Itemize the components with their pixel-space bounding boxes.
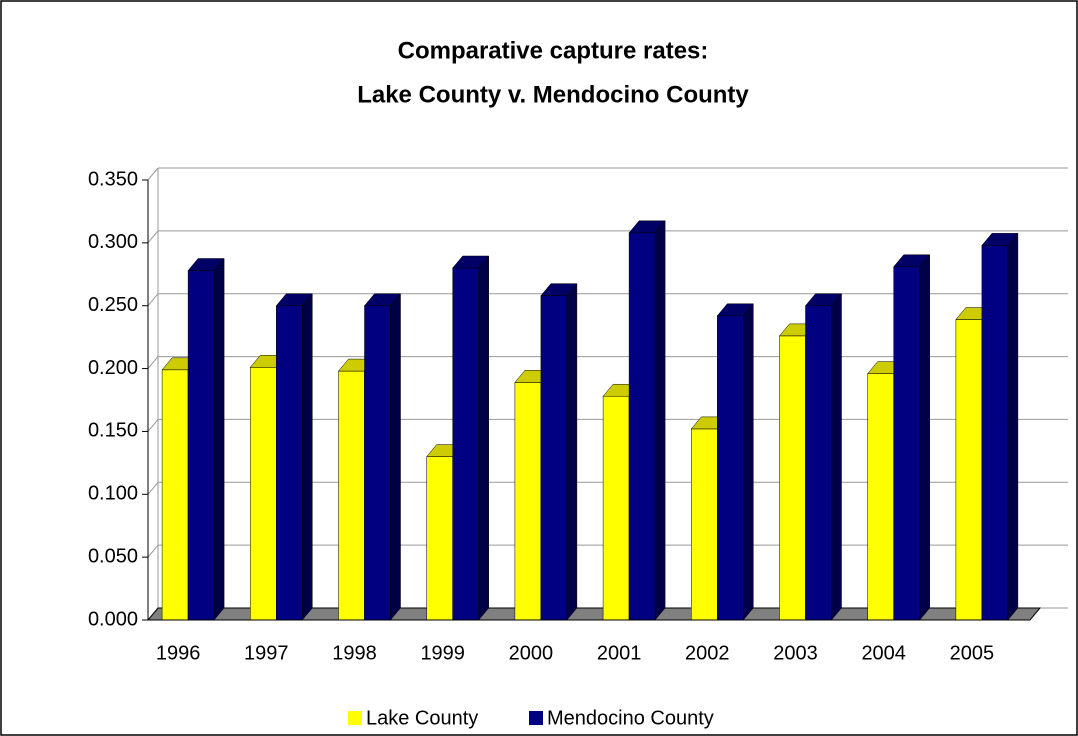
x-tick-label: 2002 [685,642,730,664]
bar [540,295,568,621]
bar [981,245,1009,621]
grid-line [147,419,159,432]
y-tick-label: 0.000 [88,608,138,630]
bar-side [478,255,489,621]
y-tick-label: 0.150 [88,420,138,442]
bar-side [302,293,313,621]
grid-line [147,544,159,558]
legend-label: Lake County [366,707,478,729]
bar-side [919,254,930,621]
y-tick-label: 0.100 [88,483,138,505]
x-tick-label: 1998 [332,642,377,664]
bar [514,382,542,621]
bar [955,319,983,621]
y-tick-label: 0.050 [88,545,138,567]
x-tick-label: 1999 [420,642,465,664]
grid-line [147,293,159,307]
bar [867,373,894,621]
bar [161,369,189,621]
bar [717,315,744,621]
bar [250,367,277,621]
bar [187,270,215,621]
x-tick-label: 2003 [773,642,818,664]
grid-line [147,481,159,495]
grid-line [147,356,159,369]
bar [602,395,630,621]
bar [779,335,806,621]
x-tick-label: 2000 [509,642,554,664]
legend-label: Mendocino County [547,707,714,729]
y-tick-label: 0.200 [88,357,138,379]
y-tick-label: 0.350 [88,168,138,190]
bar [805,305,832,621]
bar-side [566,282,578,621]
grid-line [147,230,159,244]
bar [452,267,479,621]
y-tick-label: 0.300 [88,231,138,253]
chart-title: Comparative capture rates: [398,37,709,64]
bar [364,305,391,621]
bar-side [654,220,666,621]
x-tick-label: 1996 [156,642,201,664]
bar-side [831,293,842,621]
x-tick-label: 2005 [950,642,995,664]
x-tick-label: 1997 [244,642,289,664]
bar [893,266,920,621]
chart-title: Lake County v. Mendocino County [357,81,749,108]
bar-side [743,303,754,621]
bar-side [1007,232,1019,621]
bar [691,428,718,621]
legend-swatch [529,711,543,725]
bar-side [390,293,401,621]
bar [276,305,303,621]
x-tick-label: 2004 [861,642,906,664]
legend-swatch [348,711,362,725]
bar-side [213,257,225,621]
y-tick-label: 0.250 [88,294,138,316]
x-tick-label: 2001 [597,642,642,664]
bar [628,232,656,621]
grid-line [147,167,159,181]
bar [426,456,453,621]
bar [338,370,365,621]
